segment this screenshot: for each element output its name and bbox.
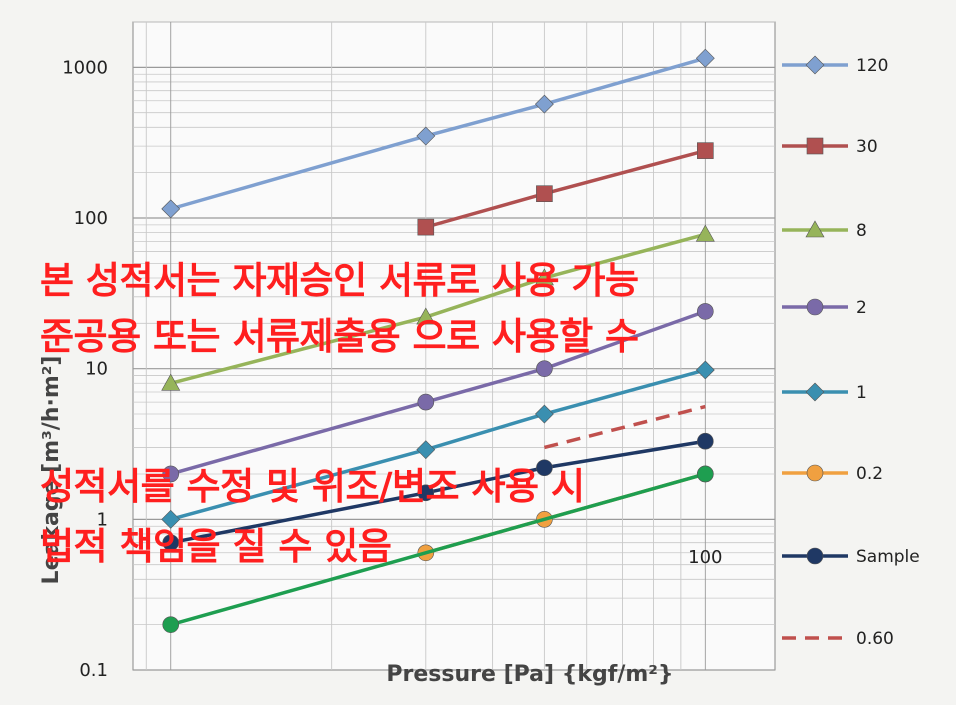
- plot-area: [132, 21, 776, 671]
- x-axis-title: Pressure [Pa] {kgf/m²}: [386, 662, 673, 687]
- data-point: [697, 303, 714, 320]
- series-line: [543, 404, 706, 450]
- series-line: [170, 309, 706, 476]
- data-point: [161, 373, 181, 391]
- legend-label: 0.2: [856, 464, 883, 484]
- chart-legend: 120 30 8 2 1 0.2 Sample 0.60: [782, 55, 920, 649]
- data-point: [162, 465, 180, 483]
- legend-marker: [806, 547, 824, 565]
- data-point: [534, 94, 554, 114]
- data-point: [161, 509, 181, 529]
- y-tick-label: 1: [97, 509, 108, 530]
- series-unlabeled-8: [162, 465, 714, 633]
- data-point: [534, 268, 554, 286]
- data-point: [416, 307, 436, 325]
- y-tick-label: 100: [74, 208, 108, 229]
- data-point: [161, 199, 181, 219]
- series-8: [161, 224, 715, 391]
- data-point: [695, 360, 715, 380]
- legend-label: 30: [856, 137, 878, 157]
- data-point: [697, 432, 714, 450]
- data-point: [695, 48, 715, 68]
- data-point: [536, 185, 553, 203]
- series-2: [162, 303, 714, 483]
- legend-label: Sample: [856, 547, 920, 567]
- series-line: [170, 232, 706, 385]
- series-1: [161, 360, 715, 529]
- chart-tick-labels: 1000 100 10 1 0.1 100: [62, 57, 722, 681]
- legend-marker: [806, 298, 824, 316]
- data-point: [416, 440, 436, 460]
- data-point: [417, 393, 435, 411]
- legend-label: 120: [856, 56, 888, 76]
- series-line: [170, 439, 706, 545]
- series-line: [170, 368, 706, 522]
- legend-marker: [805, 382, 825, 402]
- data-point: [697, 142, 714, 159]
- legend-item: 1: [782, 382, 867, 403]
- legend-marker: [806, 137, 824, 155]
- data-point: [416, 126, 436, 146]
- series-line: [170, 56, 706, 211]
- legend-marker: [805, 220, 825, 238]
- legend-label: 0.60: [856, 629, 894, 649]
- data-point: [162, 534, 180, 551]
- legend-label: 2: [856, 298, 867, 318]
- data-point: [162, 616, 180, 633]
- data-point: [417, 218, 435, 236]
- data-point: [697, 465, 714, 483]
- data-point: [536, 459, 553, 477]
- legend-item: 2: [782, 298, 867, 318]
- y-axis-title: Leakage [m³/h·m²]: [39, 356, 64, 585]
- x-tick-label: 100: [688, 547, 722, 568]
- series-120: [161, 48, 715, 219]
- data-point: [534, 404, 554, 424]
- data-point: [536, 360, 553, 377]
- chart-grid: [132, 21, 776, 671]
- legend-item: Sample: [782, 547, 920, 567]
- legend-label: 8: [856, 221, 867, 241]
- legend-item: 0.2: [782, 464, 883, 484]
- legend-marker: [806, 464, 824, 482]
- legend-item: 0.60: [782, 629, 894, 649]
- series-30: [417, 142, 714, 236]
- series-line: [170, 472, 706, 627]
- series-0-60: [543, 404, 706, 450]
- legend-marker: [805, 55, 825, 75]
- chart-series: [161, 48, 715, 633]
- legend-item: 120: [782, 55, 888, 76]
- y-tick-label: 0.1: [79, 660, 108, 681]
- y-tick-label: 10: [85, 359, 108, 380]
- series-sample: [162, 432, 714, 551]
- data-point: [695, 224, 715, 242]
- legend-item: 8: [782, 220, 867, 241]
- y-tick-label: 1000: [62, 57, 108, 78]
- legend-item: 30: [782, 137, 878, 157]
- legend-label: 1: [856, 383, 867, 403]
- data-point: [417, 484, 435, 502]
